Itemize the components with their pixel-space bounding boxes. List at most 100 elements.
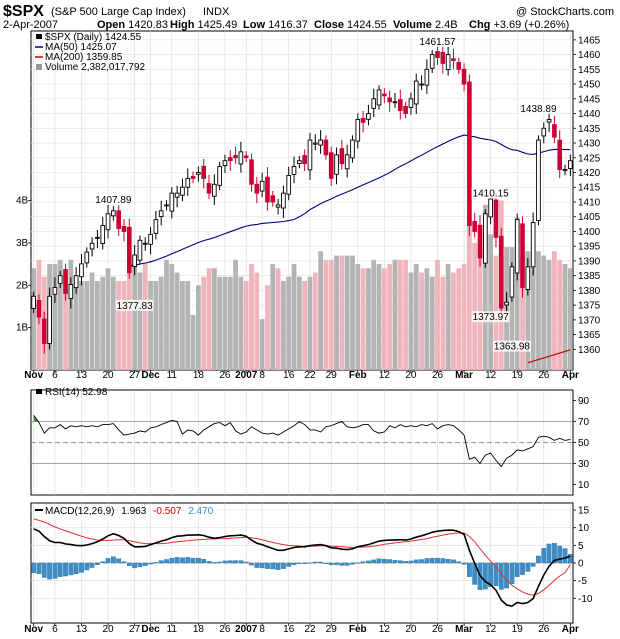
macd-histogram-bar <box>211 562 217 564</box>
volume-bar <box>376 264 382 370</box>
candle-body <box>472 220 478 232</box>
candle-body <box>121 225 127 232</box>
macd-histogram-bar <box>371 559 377 564</box>
volume-bar <box>419 272 424 370</box>
candle-body <box>111 210 116 217</box>
x-tick-label: Feb <box>349 624 367 635</box>
stat-close: Close 1424.55 <box>314 19 387 31</box>
volume-bar <box>100 276 106 370</box>
price-annotation: 1410.15 <box>473 189 510 200</box>
macd-histogram-bar <box>456 561 462 564</box>
candle-body <box>360 117 366 123</box>
macd-histogram-bar <box>296 562 302 564</box>
macd-name: MACD(12,26,9) <box>45 506 114 517</box>
volume-bar <box>169 264 175 370</box>
x-tick-label: Apr <box>562 370 579 381</box>
macd-histogram-bar <box>424 558 430 564</box>
candle-body <box>100 225 106 244</box>
volume-bar <box>233 259 238 370</box>
candle-body <box>318 139 323 146</box>
candle-body <box>52 287 58 295</box>
macd-histogram-bar <box>169 557 175 564</box>
macd-histogram-bar <box>498 562 504 590</box>
volume-bar <box>477 247 483 370</box>
candle-body <box>73 275 79 289</box>
candle-body <box>350 139 355 159</box>
x-tick-label: 11 <box>167 624 178 635</box>
candle-body <box>286 174 292 195</box>
macd-histogram-bar <box>185 557 191 564</box>
macd-histogram-bar <box>153 562 159 564</box>
volume-bar <box>328 259 334 370</box>
x-tick-label: Mar <box>455 370 473 381</box>
candle-body <box>344 154 350 170</box>
x-tick-label: 27 <box>129 624 141 635</box>
x-tick-label: 12 <box>485 624 497 635</box>
candle-body <box>355 118 361 142</box>
macd-histogram-bar <box>126 562 132 566</box>
x-tick-label: 26 <box>432 370 444 381</box>
macd-histogram-bar <box>52 562 58 579</box>
price-tick-label: 1415 <box>578 183 601 194</box>
volume-bar <box>206 268 212 370</box>
volume-bar <box>355 264 361 370</box>
x-tick-label: 26 <box>538 370 550 381</box>
macd-tick-label: 10 <box>578 523 590 534</box>
macd-histogram-bar <box>142 562 148 566</box>
volume-bar <box>174 272 180 370</box>
candle-body <box>153 219 159 234</box>
candle-body <box>307 139 313 171</box>
macd-histogram-bar <box>392 560 398 564</box>
volume-bar <box>334 255 339 370</box>
macd-histogram-bar <box>201 558 207 564</box>
macd-histogram-bar <box>132 562 137 569</box>
macd-histogram-bar <box>360 561 366 564</box>
macd-histogram-bar <box>307 562 313 564</box>
rsi-tick-label: 70 <box>578 417 590 428</box>
macd-histogram-bar <box>509 562 515 584</box>
macd-histogram-bar <box>137 562 143 568</box>
macd-histogram-bar <box>164 559 169 564</box>
price-tick-label: 1430 <box>578 139 601 150</box>
rsi-label: RSI(14) 52.98 <box>45 387 108 398</box>
rsi-tick-label: 50 <box>578 438 590 449</box>
candle-body <box>312 142 318 145</box>
volume-bar <box>339 255 345 370</box>
volume-bar <box>307 276 313 370</box>
x-tick-label: 18 <box>193 624 205 635</box>
candle-body <box>158 210 164 218</box>
candle-body <box>95 236 100 239</box>
candle-body <box>206 183 212 194</box>
candle-body <box>31 295 36 309</box>
macd-tick-label: 15 <box>578 506 590 517</box>
candle-body <box>467 81 472 227</box>
candle-body <box>413 80 419 105</box>
moving-averages <box>129 134 571 364</box>
candle-body <box>397 99 403 112</box>
stat-open: Open 1420.83 <box>97 19 168 31</box>
macd-histogram-bar <box>312 561 318 564</box>
symbol: $SPX <box>3 3 44 20</box>
candle-body <box>233 155 238 159</box>
volume-bar <box>211 268 217 370</box>
stat-chg: Chg +3.69 (+0.26%) <box>469 19 569 31</box>
volume-bar <box>541 255 547 370</box>
volume-bar <box>435 259 440 370</box>
rsi-line <box>33 414 571 468</box>
volume-bar <box>217 276 223 370</box>
macd-histogram-bar <box>302 562 308 564</box>
candle-body <box>334 154 339 175</box>
candle-body <box>41 318 47 344</box>
volume-bar <box>142 264 148 370</box>
volume-bar <box>530 247 536 370</box>
stat-volume: Volume 2.4B <box>393 19 458 31</box>
macd-histogram-bar <box>174 557 180 564</box>
x-tick-label: 12 <box>379 624 391 635</box>
price-tick-label: 1380 <box>578 286 601 297</box>
x-tick-label: 12 <box>485 370 497 381</box>
candle-body <box>424 68 430 86</box>
candle-body <box>536 139 541 221</box>
volume-bar <box>57 259 63 370</box>
candle-body <box>227 157 233 162</box>
